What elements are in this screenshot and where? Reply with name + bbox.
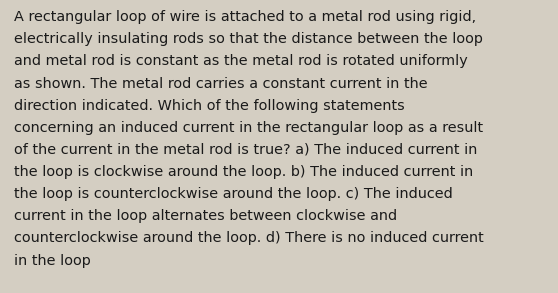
Text: the loop is clockwise around the loop. b) The induced current in: the loop is clockwise around the loop. b… xyxy=(14,165,473,179)
Text: direction indicated. Which of the following statements: direction indicated. Which of the follow… xyxy=(14,99,405,113)
Text: A rectangular loop of wire is attached to a metal rod using rigid,: A rectangular loop of wire is attached t… xyxy=(14,10,476,24)
Text: the loop is counterclockwise around the loop. c) The induced: the loop is counterclockwise around the … xyxy=(14,187,453,201)
Text: counterclockwise around the loop. d) There is no induced current: counterclockwise around the loop. d) The… xyxy=(14,231,484,246)
Text: electrically insulating rods so that the distance between the loop: electrically insulating rods so that the… xyxy=(14,33,483,46)
Text: and metal rod is constant as the metal rod is rotated uniformly: and metal rod is constant as the metal r… xyxy=(14,54,468,69)
Text: of the current in the metal rod is true? a) The induced current in: of the current in the metal rod is true?… xyxy=(14,143,477,157)
Text: current in the loop alternates between clockwise and: current in the loop alternates between c… xyxy=(14,209,397,223)
Text: in the loop: in the loop xyxy=(14,254,91,268)
Text: as shown. The metal rod carries a constant current in the: as shown. The metal rod carries a consta… xyxy=(14,77,427,91)
Text: concerning an induced current in the rectangular loop as a result: concerning an induced current in the rec… xyxy=(14,121,483,135)
